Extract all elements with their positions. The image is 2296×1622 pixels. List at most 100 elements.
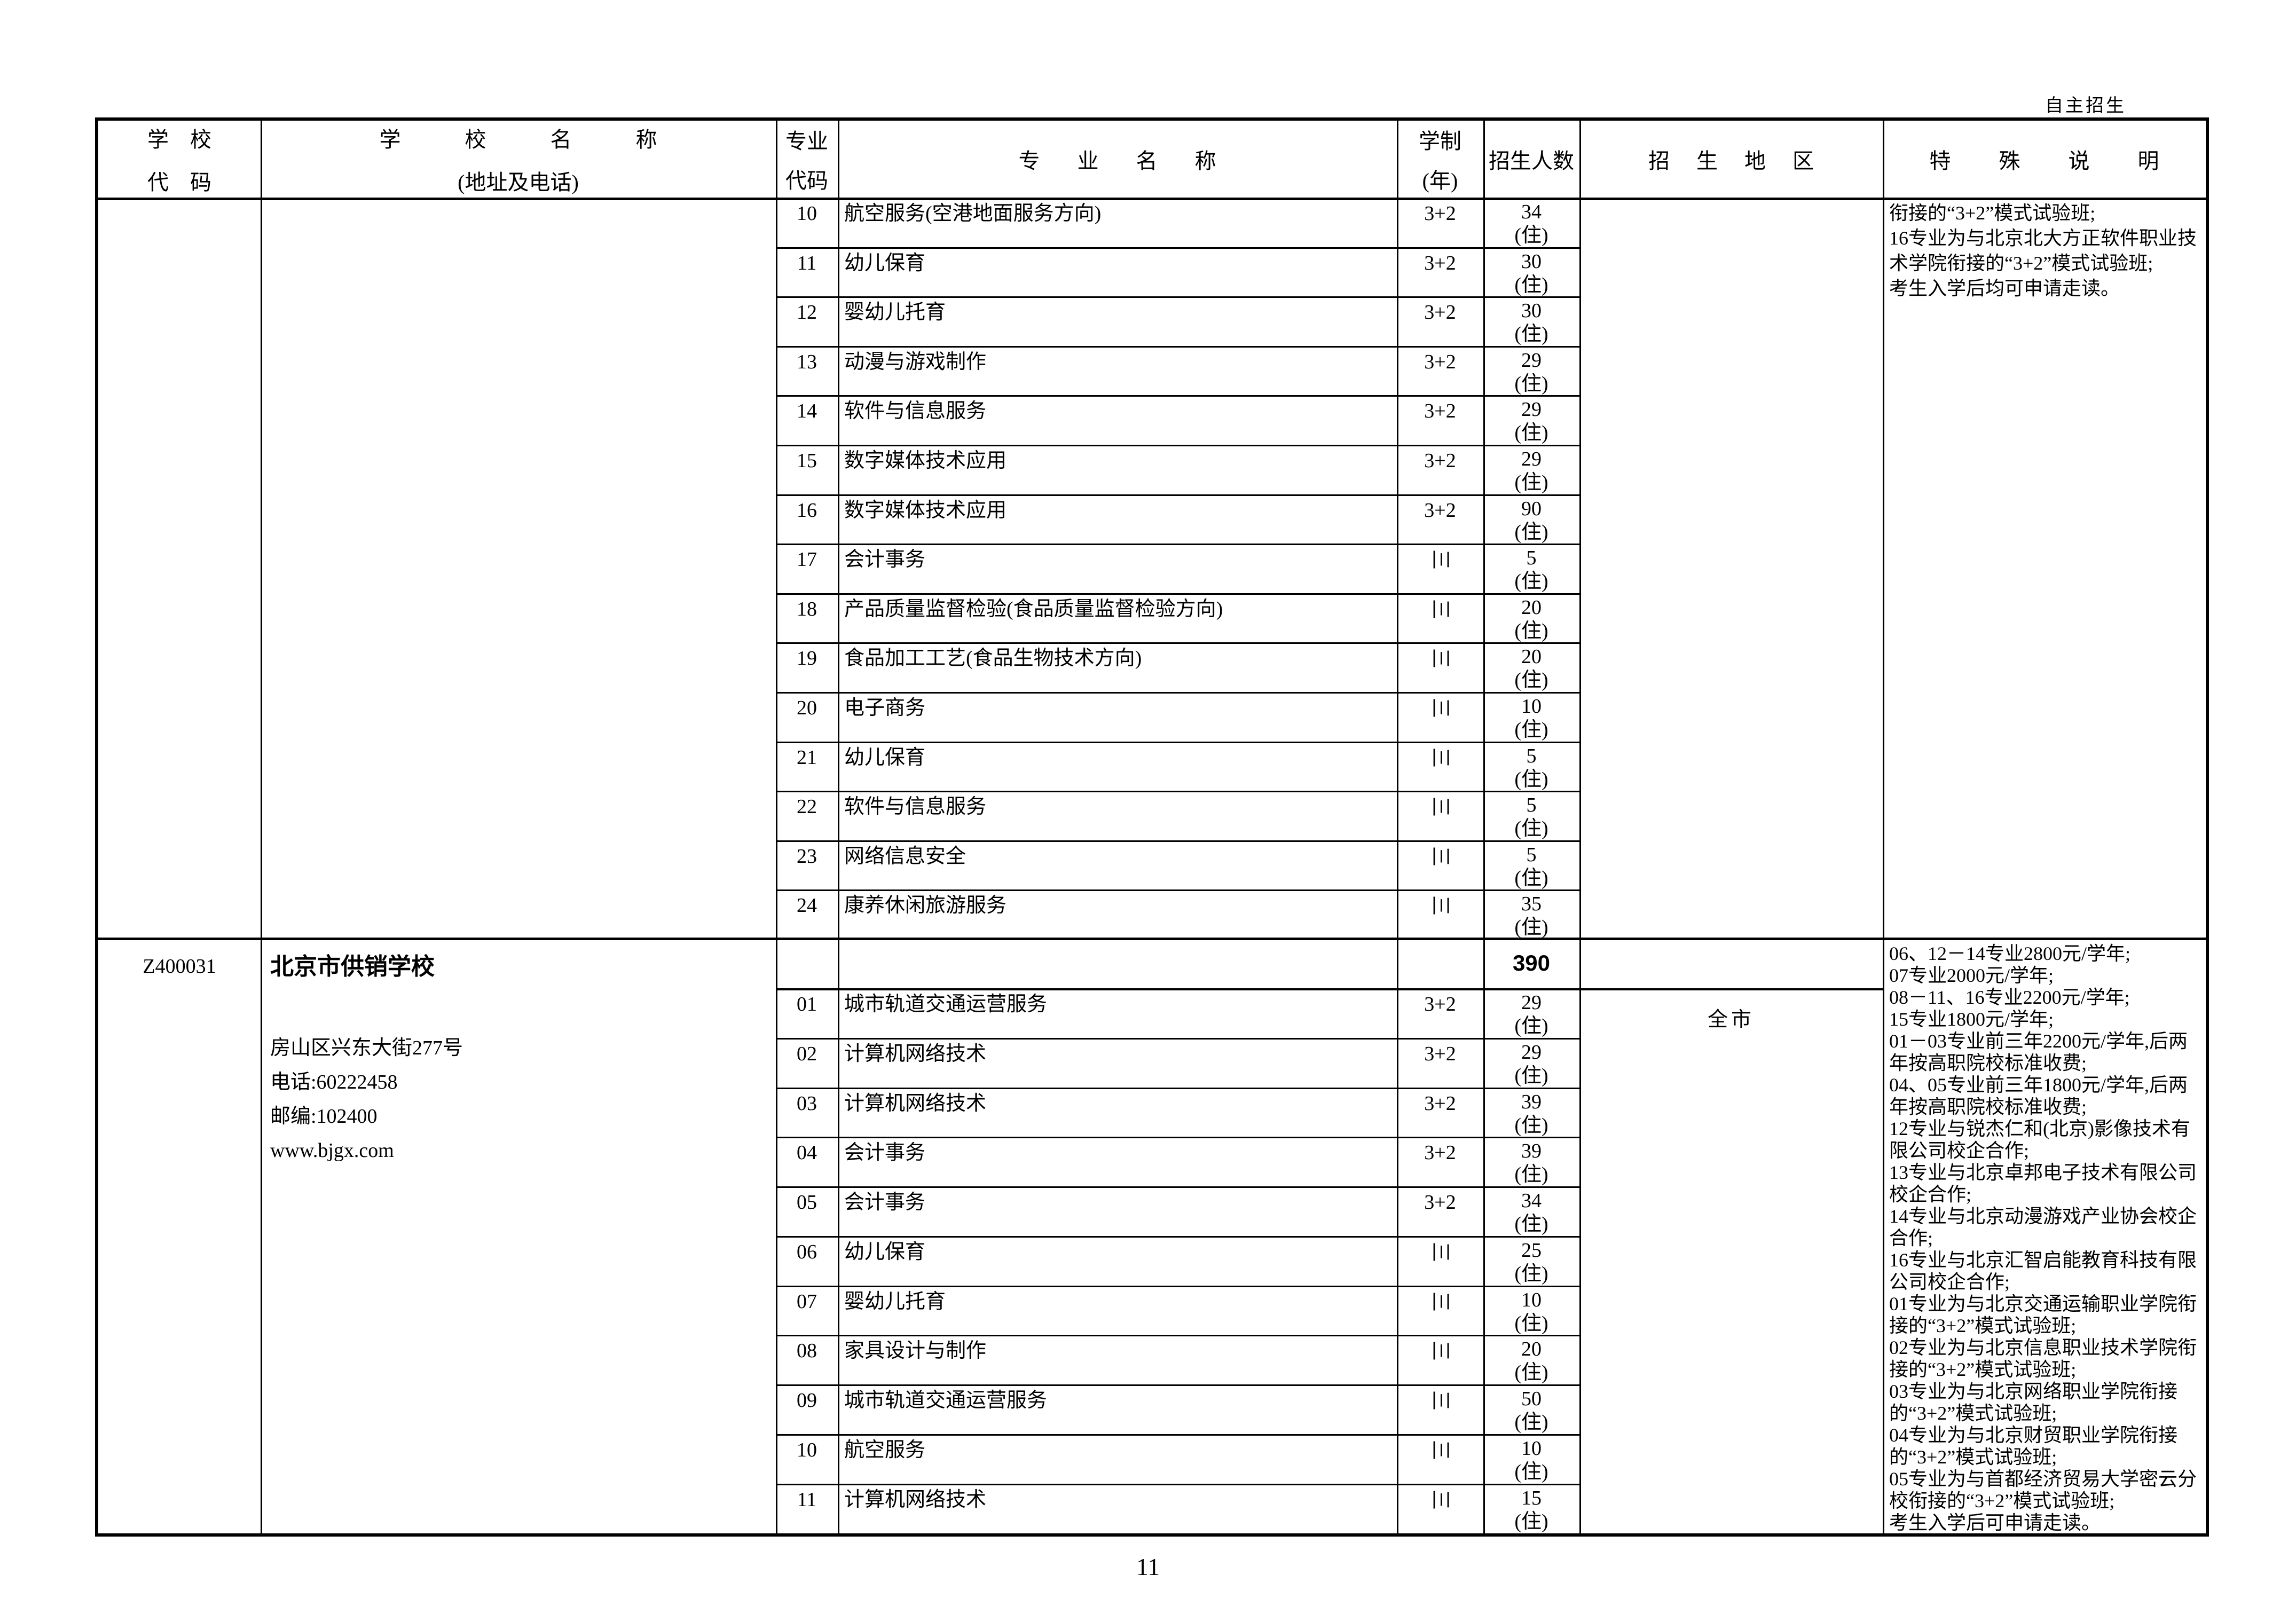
major-code-cell: 13 [797, 351, 817, 373]
enrollment-suffix: (住) [1514, 521, 1548, 544]
major-code-cell: 16 [797, 499, 817, 522]
enrollment-count: 39 [1521, 1140, 1542, 1162]
header-line: (地址及电话) [458, 170, 579, 194]
duration-value: 三 [1428, 1291, 1451, 1312]
header-line: 专 业 名 称 [1018, 149, 1216, 173]
major-name-cell: 计算机网络技术 [844, 1043, 987, 1065]
enrollment-count: 20 [1521, 596, 1542, 619]
major-name-cell: 软件与信息服务 [844, 400, 987, 422]
duration-cell: 3+2 [1397, 1038, 1483, 1087]
duration-value: 三 [1428, 1390, 1451, 1411]
duration-cell: 三 [1397, 840, 1483, 889]
duration-cell: 3+2 [1397, 296, 1483, 345]
duration-value: 3+2 [1424, 1092, 1456, 1115]
note-line: 衔接的“3+2”模式试验班; [1889, 202, 2096, 224]
duration-value: 3+2 [1424, 499, 1456, 522]
major-code-cell: 20 [797, 697, 817, 719]
duration-cell: 三 [1397, 1236, 1483, 1285]
table-divider [776, 346, 1579, 348]
table-divider [776, 1137, 1579, 1138]
enrollment-count: 34 [1521, 1190, 1542, 1212]
enrollment-suffix: (住) [1514, 1114, 1548, 1137]
enrollment-count: 29 [1521, 448, 1542, 470]
header-duration: 学制 (年) [1397, 121, 1483, 198]
major-name-cell: 网络信息安全 [844, 845, 966, 868]
enrollment-count: 29 [1521, 991, 1542, 1014]
enrollment-count: 30 [1521, 250, 1542, 273]
enrollment-suffix: (住) [1514, 224, 1548, 247]
enrollment-cell: 34 (住) [1483, 1186, 1579, 1235]
enrollment-suffix: (住) [1514, 422, 1548, 444]
major-code-cell: 10 [797, 1439, 817, 1461]
note-line: 04、05专业前三年1800元/学年,后两年按高职院校标准收费; [1889, 1074, 2188, 1117]
major-name-cell: 计算机网络技术 [844, 1489, 987, 1511]
enrollment-suffix: (住) [1514, 719, 1548, 741]
table-divider [776, 296, 1579, 298]
note-line: 考生入学后均可申请走读。 [1889, 278, 2120, 299]
duration-value: 3+2 [1424, 1191, 1456, 1214]
enrollment-count: 5 [1526, 794, 1537, 816]
table-divider [776, 445, 1579, 446]
note-line: 02专业为与北京信息职业技术学院衔接的“3+2”模式试验班; [1889, 1337, 2197, 1380]
school-name: 北京市供销学校 [270, 954, 435, 980]
enrollment-count: 10 [1521, 1437, 1542, 1460]
table-divider [776, 889, 1579, 891]
enrollment-cell: 10 (住) [1483, 1434, 1579, 1483]
duration-cell: 3+2 [1397, 1186, 1483, 1235]
enrollment-suffix: (住) [1514, 1411, 1548, 1434]
enrollment-suffix: (住) [1514, 1163, 1548, 1186]
enrollment-suffix: (住) [1514, 817, 1548, 840]
header-line: 学 校 [147, 128, 211, 152]
major-code-cell: 24 [797, 894, 817, 917]
duration-value: 三 [1428, 549, 1451, 570]
table-divider [776, 1384, 1579, 1386]
note-line: 03专业为与北京网络职业学院衔接的“3+2”模式试验班; [1889, 1381, 2178, 1424]
duration-cell: 三 [1397, 544, 1483, 593]
major-name-cell: 幼儿保育 [844, 1241, 926, 1263]
table-divider [776, 1286, 1579, 1287]
header-line: 学制 [1419, 129, 1461, 153]
major-code-cell: 06 [797, 1241, 817, 1263]
major-name-cell: 幼儿保育 [844, 252, 926, 274]
major-name-cell: 计算机网络技术 [844, 1092, 987, 1115]
enrollment-cell: 29 (住) [1483, 988, 1579, 1037]
enrollment-cell: 5 (住) [1483, 840, 1579, 889]
major-code-cell: 15 [797, 450, 817, 472]
enrollment-cell: 5 (住) [1483, 742, 1579, 791]
duration-cell: 3+2 [1397, 988, 1483, 1037]
enrollment-count: 50 [1521, 1388, 1542, 1410]
duration-cell: 3+2 [1397, 198, 1483, 247]
enrollment-suffix: (住) [1514, 373, 1548, 395]
note-line: 13专业与北京卓邦电子技术有限公司校企合作; [1889, 1162, 2197, 1205]
duration-cell: 三 [1397, 1484, 1483, 1533]
enrollment-suffix: (住) [1514, 1361, 1548, 1384]
enrollment-cell: 20 (住) [1483, 642, 1579, 691]
enrollment-count: 39 [1521, 1091, 1542, 1113]
header-region: 招 生 地 区 [1579, 121, 1883, 198]
major-name-cell: 婴幼儿托育 [844, 1290, 946, 1313]
header-line: 招生人数 [1489, 149, 1574, 173]
table-divider [776, 988, 1883, 990]
enrollment-count: 29 [1521, 398, 1542, 421]
major-name-cell: 幼儿保育 [844, 746, 926, 769]
major-name-cell: 城市轨道交通运营服务 [844, 1389, 1048, 1412]
note-line: 07专业2000元/学年; [1889, 965, 2054, 986]
duration-value: 三 [1428, 697, 1451, 719]
table-divider [776, 1484, 1579, 1485]
enrollment-count: 29 [1521, 349, 1542, 372]
major-code-cell: 07 [797, 1290, 817, 1313]
duration-cell: 3+2 [1397, 395, 1483, 444]
table-divider [776, 494, 1579, 496]
enrollment-cell: 25 (住) [1483, 1236, 1579, 1285]
duration-value: 3+2 [1424, 400, 1456, 422]
duration-cell: 三 [1397, 889, 1483, 939]
table-divider [776, 593, 1579, 595]
table-divider [776, 1434, 1579, 1436]
note-line: 01－03专业前三年2200元/学年,后两年按高职院校标准收费; [1889, 1030, 2188, 1074]
major-code-cell: 11 [797, 252, 817, 274]
major-name-cell: 家具设计与制作 [844, 1340, 987, 1362]
table-divider [776, 1236, 1579, 1238]
enrollment-suffix: (住) [1514, 1461, 1548, 1483]
enrollment-count: 20 [1521, 1338, 1542, 1360]
header-school-code: 学 校 代 码 [98, 121, 261, 198]
